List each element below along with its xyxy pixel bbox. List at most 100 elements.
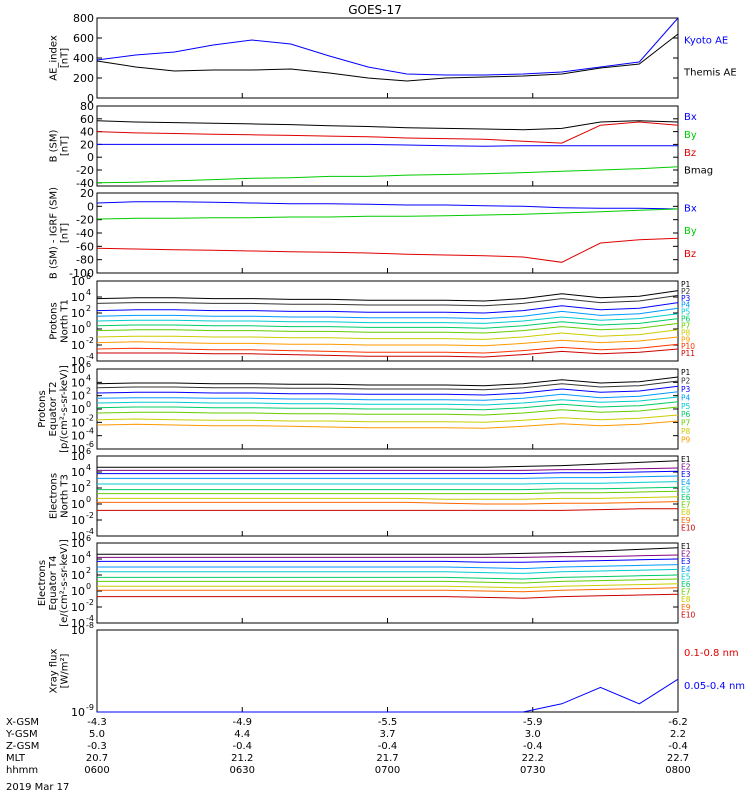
orbit-value: -6.2 bbox=[668, 717, 688, 728]
series-line-P1 bbox=[96, 376, 679, 387]
legend-entry: Bx bbox=[684, 112, 697, 123]
y-tick-label: 10 bbox=[71, 466, 85, 479]
y-axis-label: North T1 bbox=[60, 299, 71, 343]
panel-frame bbox=[96, 17, 679, 99]
legend-entry: E8 bbox=[681, 508, 691, 517]
series-line-P4 bbox=[96, 391, 679, 401]
series-line-P8 bbox=[96, 329, 679, 340]
series-line-E2 bbox=[97, 554, 679, 558]
legend-entry: P8 bbox=[681, 427, 691, 436]
series-line-E5 bbox=[97, 481, 679, 485]
y-tick-exponent: -4 bbox=[86, 427, 94, 436]
y-tick-exponent: 4 bbox=[86, 463, 91, 472]
y-tick-label: -60 bbox=[76, 240, 94, 253]
y-tick-label: 10 bbox=[71, 323, 85, 336]
y-axis-label: Electrons bbox=[37, 560, 48, 606]
series-line-P11 bbox=[97, 348, 679, 358]
series-line-P2 bbox=[96, 294, 679, 307]
y-axis-label: [e/(cm²-s-sr-keV)] bbox=[59, 539, 70, 627]
y-tick-label: 60 bbox=[80, 113, 94, 126]
legend-entry: P1 bbox=[681, 368, 691, 377]
y-axis-label: North T3 bbox=[60, 474, 71, 518]
y-tick-label: -20 bbox=[76, 214, 94, 227]
legend-entry: P2 bbox=[681, 287, 691, 296]
legend-entry: P4 bbox=[681, 301, 691, 310]
y-tick-label: 10 bbox=[71, 569, 85, 582]
panel-frame bbox=[96, 542, 679, 624]
y-tick-exponent: 4 bbox=[86, 288, 91, 297]
series-line-E10 bbox=[97, 593, 679, 599]
y-tick-label: 10 bbox=[71, 416, 85, 429]
y-tick-exponent: 6 bbox=[86, 360, 91, 369]
series-line-E1 bbox=[97, 547, 679, 555]
orbit-value: 0730 bbox=[520, 765, 545, 776]
orbit-value: 5.0 bbox=[89, 729, 105, 740]
orbit-value: -5.5 bbox=[378, 717, 398, 728]
orbit-value: 2.2 bbox=[670, 729, 686, 740]
orbit-value: 0630 bbox=[230, 765, 255, 776]
orbit-value: 4.4 bbox=[234, 729, 250, 740]
legend-entry: Bz bbox=[684, 148, 696, 159]
series-line-P3 bbox=[96, 385, 679, 396]
y-tick-exponent: 6 bbox=[86, 447, 91, 456]
panel-frame bbox=[96, 455, 679, 537]
date-label: 2019 Mar 17 bbox=[6, 782, 69, 793]
orbit-value: 3.7 bbox=[380, 729, 396, 740]
legend-entry: P9 bbox=[681, 436, 691, 445]
series-line-P9 bbox=[96, 420, 679, 429]
y-axis-label: AE_index bbox=[49, 35, 60, 81]
series-line-By bbox=[96, 166, 679, 184]
series-line-P5 bbox=[96, 396, 679, 406]
series-line-P9 bbox=[96, 336, 679, 347]
y-tick-label: 10 bbox=[71, 363, 85, 376]
y-tick-exponent: -2 bbox=[86, 336, 94, 345]
legend-entry: E1 bbox=[681, 455, 691, 464]
y-tick-exponent: 6 bbox=[86, 272, 91, 281]
y-tick-label: 10 bbox=[71, 624, 85, 637]
legend-entry: 0.1-0.8 nm bbox=[684, 648, 739, 659]
orbit-value: -0.4 bbox=[378, 741, 398, 752]
y-tick-exponent: 0 bbox=[86, 400, 91, 409]
legend-entry: Bx bbox=[684, 203, 697, 214]
legend-entry: P9 bbox=[681, 335, 691, 344]
y-tick-label: 10 bbox=[71, 706, 85, 719]
orbit-value: -0.4 bbox=[523, 741, 543, 752]
orbit-value: -0.4 bbox=[232, 741, 252, 752]
series-line-E3 bbox=[97, 558, 679, 563]
y-tick-label: 600 bbox=[73, 32, 94, 45]
series-line-P7 bbox=[96, 406, 679, 416]
y-tick-label: 10 bbox=[71, 450, 85, 463]
y-tick-exponent: 6 bbox=[86, 534, 91, 543]
orbit-value: 0600 bbox=[84, 765, 109, 776]
y-tick-label: 10 bbox=[71, 339, 85, 352]
legend-entry: E1 bbox=[681, 542, 691, 551]
y-tick-label: 10 bbox=[71, 585, 85, 598]
y-tick-label: -20 bbox=[76, 164, 94, 177]
y-axis-label: Xray flux bbox=[49, 649, 60, 694]
series-line-E9 bbox=[97, 501, 679, 505]
y-tick-label: 10 bbox=[71, 430, 85, 443]
y-axis-label: Protons bbox=[49, 302, 60, 339]
legend-entry: E2 bbox=[681, 463, 691, 472]
y-tick-exponent: 2 bbox=[86, 387, 91, 396]
orbit-value: 21.2 bbox=[231, 753, 253, 764]
y-tick-label: 10 bbox=[71, 307, 85, 320]
legend-entry: P5 bbox=[681, 308, 691, 317]
series-line-P5 bbox=[96, 313, 679, 324]
series-line-0.05-0.4 nm bbox=[97, 678, 679, 713]
y-tick-label: 10 bbox=[71, 537, 85, 550]
panel-frame bbox=[96, 629, 679, 713]
series-line-E2 bbox=[97, 467, 679, 471]
y-tick-exponent: 4 bbox=[86, 550, 91, 559]
y-axis-label: [W/m²] bbox=[60, 653, 71, 688]
y-tick-exponent: 2 bbox=[86, 479, 91, 488]
y-axis-label: Equator T4 bbox=[48, 556, 59, 611]
y-tick-exponent: -4 bbox=[86, 527, 94, 536]
legend-entry: By bbox=[684, 226, 697, 237]
y-axis-label: [nT] bbox=[60, 223, 71, 243]
y-tick-label: -40 bbox=[76, 177, 94, 190]
